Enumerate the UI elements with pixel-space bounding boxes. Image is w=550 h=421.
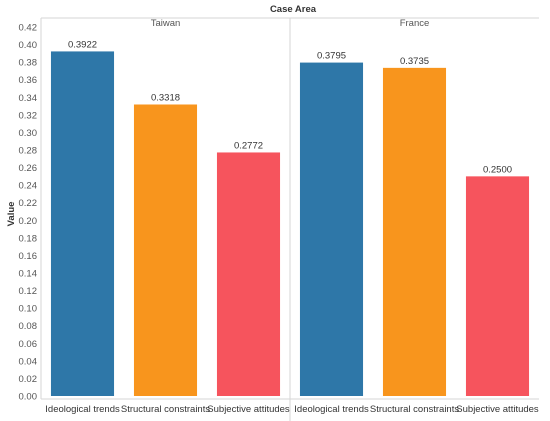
y-tick-label: 0.04 — [19, 356, 38, 367]
y-tick-label: 0.24 — [19, 181, 38, 192]
bar-value-label: 0.3795 — [317, 51, 346, 62]
y-tick-label: 0.30 — [19, 128, 38, 139]
bar-value-label: 0.3922 — [68, 39, 97, 50]
bar — [299, 62, 364, 396]
bar-layer — [50, 51, 530, 397]
y-tick-label: 0.36 — [19, 75, 38, 86]
y-tick-label: 0.14 — [19, 269, 38, 280]
y-tick-label: 0.00 — [19, 392, 38, 403]
y-tick-label: 0.06 — [19, 339, 38, 350]
y-tick-label: 0.12 — [19, 286, 38, 297]
y-tick-label: 0.34 — [19, 93, 38, 104]
x-tick-label: Structural constraints — [370, 404, 459, 415]
panel-header-label: France — [400, 18, 430, 29]
bar — [382, 67, 447, 396]
chart-title: Case Area — [270, 4, 317, 15]
y-tick-label: 0.02 — [19, 374, 38, 385]
y-tick-label: 0.22 — [19, 198, 38, 209]
bar-value-label: 0.2500 — [483, 164, 512, 175]
y-tick-label: 0.28 — [19, 146, 38, 157]
y-tick-layer: 0.00 0.02 0.04 0.06 0.08 0.10 0.12 0.14 0.16 0.18… — [19, 23, 38, 403]
bar-value-label: 0.3318 — [151, 92, 180, 103]
y-tick-label: 0.42 — [19, 23, 38, 34]
bar — [216, 152, 281, 396]
bar — [465, 176, 530, 396]
x-tick-label: Ideological trends — [45, 404, 120, 415]
x-tick-label: Subjective attitudes — [456, 404, 539, 415]
y-tick-label: 0.40 — [19, 40, 38, 51]
y-axis-label: Value — [6, 202, 17, 227]
y-tick-label: 0.10 — [19, 304, 38, 315]
x-tick-label: Ideological trends — [294, 404, 369, 415]
bar — [50, 51, 115, 396]
y-tick-label: 0.20 — [19, 216, 38, 227]
y-tick-label: 0.26 — [19, 163, 38, 174]
frame-layer — [40, 17, 539, 421]
label-layer: Taiwan 0.3922 Ideological trends 0.3318 Stru… — [45, 18, 539, 415]
panel-header-label: Taiwan — [151, 18, 181, 29]
bar — [133, 104, 198, 397]
y-tick-label: 0.38 — [19, 58, 38, 69]
bar-value-label: 0.2772 — [234, 140, 263, 151]
y-tick-label: 0.08 — [19, 321, 38, 332]
x-tick-label: Subjective attitudes — [207, 404, 290, 415]
y-tick-label: 0.32 — [19, 110, 38, 121]
x-tick-label: Structural constraints — [121, 404, 210, 415]
y-tick-label: 0.16 — [19, 251, 38, 262]
y-tick-label: 0.18 — [19, 233, 38, 244]
bar-value-label: 0.3735 — [400, 56, 429, 67]
